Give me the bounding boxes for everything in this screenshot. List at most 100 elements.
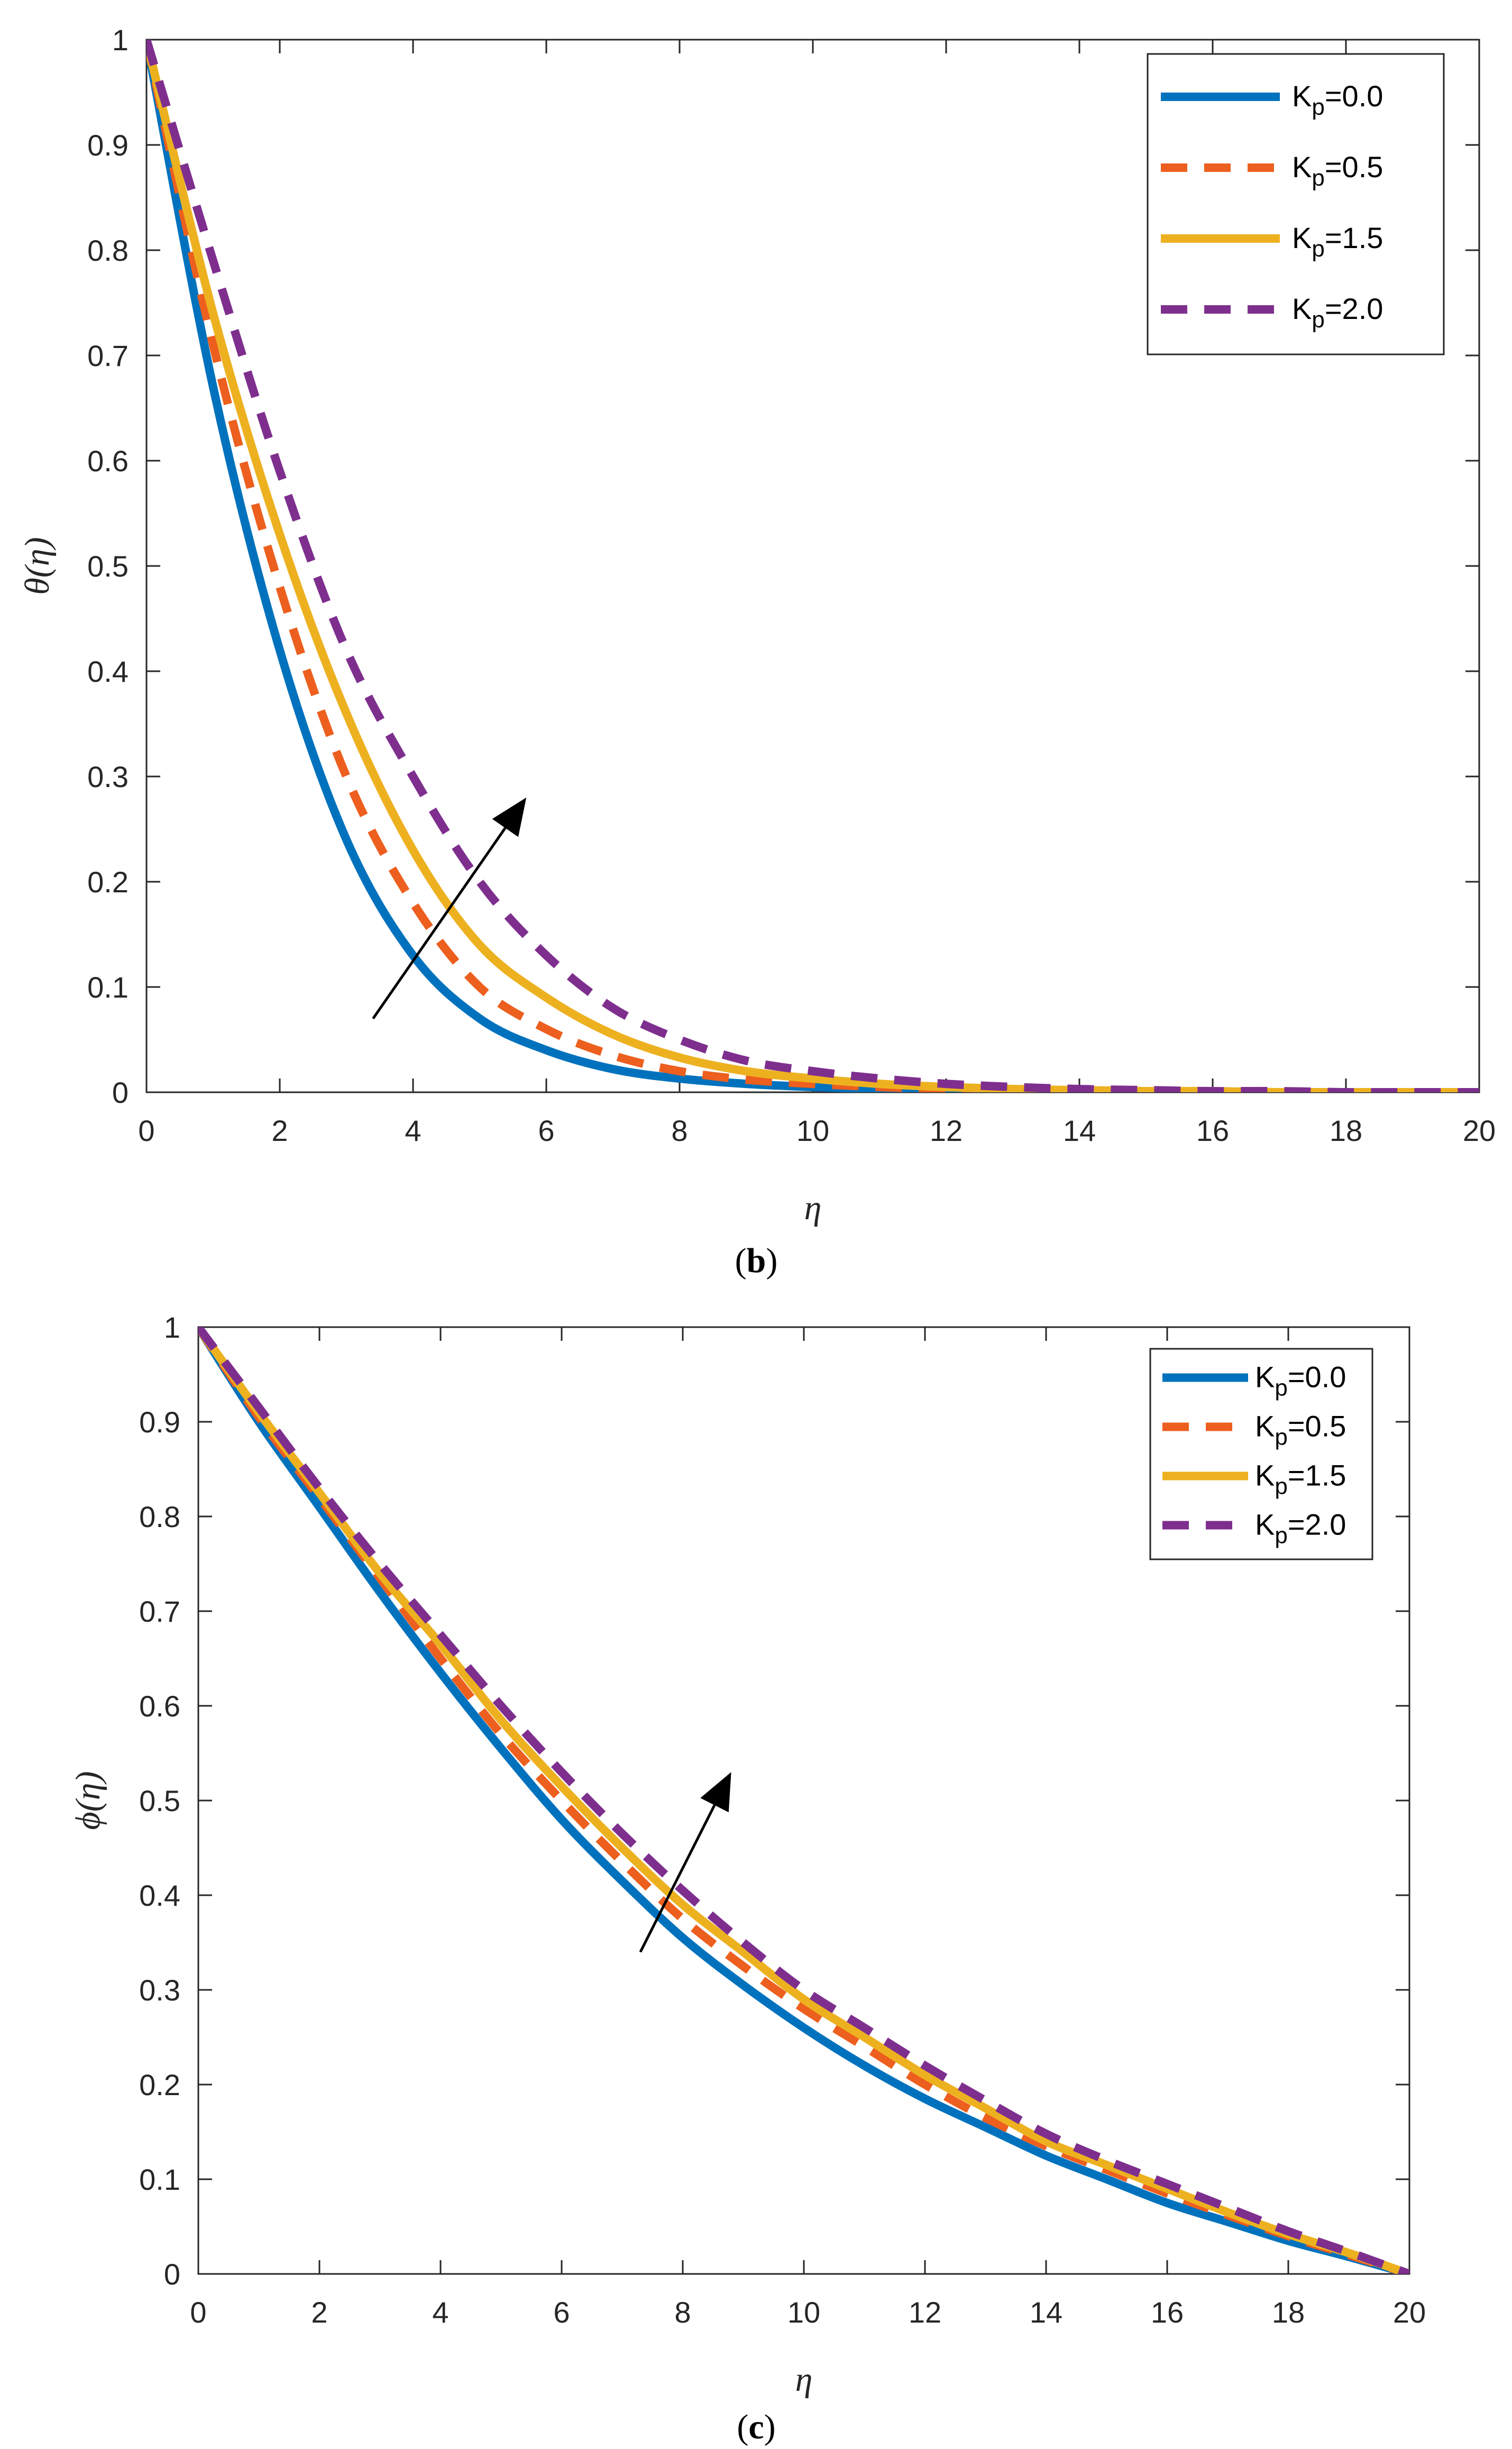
panel-caption: (b) (735, 1241, 778, 1280)
x-tick-label: 0 (138, 1114, 154, 1147)
series-line-kp-0-0 (146, 40, 1479, 1092)
legend-box (1147, 53, 1445, 355)
legend-label-main: K (1292, 79, 1312, 113)
x-tick-label: 18 (1330, 1114, 1362, 1147)
x-tick-label: 8 (671, 1114, 688, 1147)
x-tick-label: 8 (674, 2296, 691, 2329)
series-line-kp-0-0 (198, 1327, 1409, 2274)
y-tick-label: 0.4 (139, 1879, 180, 1912)
y-tick-label: 0.3 (139, 1973, 180, 2007)
panel-caption: (c) (737, 2408, 775, 2446)
x-axis-label: η (795, 2360, 813, 2399)
caption-close: ) (766, 1241, 777, 1280)
x-tick-label: 20 (1393, 2296, 1426, 2329)
x-tick-label: 20 (1463, 1114, 1496, 1147)
y-tick-label: 1 (112, 23, 129, 57)
y-axis-label: ϕ(η) (69, 1771, 107, 1830)
legend-label-main: K (1255, 1360, 1275, 1394)
y-tick-label: 0.5 (87, 550, 129, 583)
legend-label-subscript: p (1275, 1424, 1287, 1450)
legend-label-value: =0.5 (1288, 1410, 1346, 1443)
legend-label-value: =1.5 (1288, 1459, 1346, 1492)
y-tick-label: 0.2 (139, 2068, 180, 2101)
legend-label-value: =0.0 (1325, 79, 1383, 113)
x-tick-label: 2 (311, 2296, 327, 2329)
caption-open: ( (737, 2408, 748, 2446)
x-tick-label: 18 (1272, 2296, 1305, 2329)
caption-close: ) (764, 2408, 776, 2446)
x-axis-label: η (804, 1189, 822, 1227)
legend-label-main: K (1255, 1459, 1275, 1492)
y-tick-label: 0.7 (139, 1595, 180, 1628)
x-tick-label: 6 (553, 2296, 570, 2329)
legend-label-subscript: p (1275, 1474, 1287, 1500)
y-axis-label: θ(η) (18, 537, 57, 595)
x-tick-label: 14 (1063, 1114, 1096, 1147)
legend-label: Kp=2.0 (1292, 292, 1383, 333)
trend-arrow-head (492, 797, 527, 837)
caption-letter: c (748, 2408, 764, 2446)
y-tick-label: 0.1 (139, 2163, 180, 2196)
y-tick-label: 0.7 (87, 339, 129, 372)
legend-label: Kp=1.5 (1292, 221, 1383, 262)
legend-label: Kp=0.0 (1255, 1360, 1346, 1401)
x-tick-label: 14 (1030, 2296, 1062, 2329)
legend-label: Kp=1.5 (1255, 1459, 1346, 1500)
caption-letter: b (747, 1241, 766, 1280)
y-tick-label: 0 (112, 1076, 129, 1109)
y-tick-label: 0.8 (87, 234, 129, 267)
x-tick-label: 10 (787, 2296, 820, 2329)
caption-open: ( (735, 1241, 747, 1280)
legend-label-main: K (1255, 1410, 1275, 1443)
panel-c: 0 2 4 6 8 10 12 14 16 18 20 0 0.1 0.2 0.3 0.4 0.5 0.6 0.7 0… (69, 1311, 1426, 2446)
legend-label-main: K (1292, 292, 1312, 325)
legend-label-value: =0.0 (1288, 1360, 1346, 1394)
y-tick-label: 0 (164, 2258, 180, 2291)
x-tick-label: 12 (930, 1114, 963, 1147)
x-tick-label: 16 (1196, 1114, 1229, 1147)
legend-label: Kp=2.0 (1255, 1508, 1346, 1549)
series-line-kp-1-5 (198, 1327, 1409, 2274)
series-line-kp-2-0 (146, 40, 1479, 1092)
y-tick-label: 0.5 (139, 1784, 180, 1817)
legend-label-subscript: p (1275, 1523, 1287, 1549)
y-tick-label: 0.2 (87, 865, 129, 899)
legend-label: Kp=0.5 (1255, 1410, 1346, 1450)
y-tick-label: 0.6 (139, 1689, 180, 1723)
legend-label-main: K (1292, 150, 1312, 184)
y-tick-label: 1 (164, 1311, 180, 1344)
legend-label: Kp=0.0 (1292, 79, 1383, 120)
x-tick-label: 4 (405, 1114, 421, 1147)
legend-label-value: =2.0 (1288, 1508, 1346, 1541)
y-tick-label: 0.9 (139, 1405, 180, 1439)
y-tick-label: 0.1 (87, 971, 129, 1004)
y-tick-label: 0.6 (87, 444, 129, 478)
series-line-kp-2-0 (198, 1327, 1409, 2274)
legend-label: Kp=0.5 (1292, 150, 1383, 191)
trend-arrow-head (700, 1772, 731, 1813)
legend-label-subscript: p (1312, 165, 1324, 191)
legend-label-main: K (1255, 1508, 1275, 1541)
series-line-kp-0-5 (146, 40, 1479, 1092)
x-tick-label: 16 (1151, 2296, 1184, 2329)
legend-label-subscript: p (1312, 236, 1324, 262)
panel-b: 0 2 4 6 8 10 12 14 16 18 20 0 0.1 0.2 0.3 0.4 0.5 0.6 0.7 0… (18, 23, 1496, 1280)
legend-label-value: =2.0 (1325, 292, 1383, 325)
y-tick-label: 0.8 (139, 1500, 180, 1533)
legend-label-subscript: p (1312, 94, 1324, 120)
legend-label-subscript: p (1312, 307, 1324, 333)
y-tick-label: 0.3 (87, 760, 129, 793)
x-tick-label: 12 (909, 2296, 941, 2329)
trend-arrow-shaft (372, 827, 507, 1020)
legend-label-subscript: p (1275, 1375, 1287, 1401)
x-tick-label: 0 (190, 2296, 206, 2329)
x-tick-label: 4 (432, 2296, 448, 2329)
y-tick-label: 0.9 (87, 129, 129, 162)
legend-label-value: =0.5 (1325, 150, 1383, 184)
x-tick-label: 10 (796, 1114, 829, 1147)
x-tick-label: 6 (538, 1114, 554, 1147)
legend-label-value: =1.5 (1325, 221, 1383, 254)
legend-label-main: K (1292, 221, 1312, 254)
x-tick-label: 2 (271, 1114, 288, 1147)
